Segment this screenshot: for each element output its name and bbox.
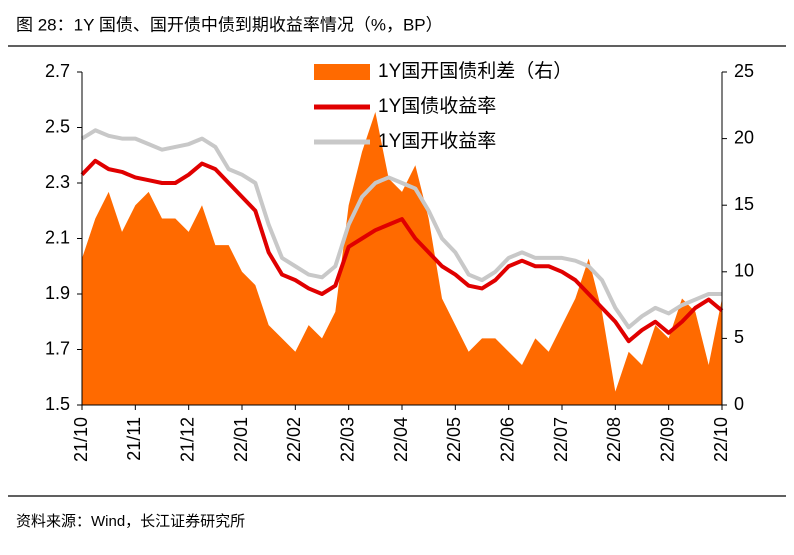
y-tick-label: 1.9 [45, 283, 70, 303]
x-tick-label: 21/11 [124, 417, 144, 461]
legend-label: 1Y国债收益率 [378, 95, 496, 117]
legend-label: 1Y国开国债利差（右） [378, 60, 572, 82]
y-tick-label: 2.1 [45, 227, 70, 247]
x-tick-label: 22/05 [444, 417, 464, 462]
chart-title: 图 28：1Y 国债、国开债中债到期收益率情况（%，BP） [16, 15, 443, 34]
y2-tick-label: 20 [734, 127, 754, 147]
spread-area [82, 111, 722, 406]
y-tick-label: 1.7 [45, 338, 70, 358]
y2-tick-label: 25 [734, 61, 754, 81]
source-note: 资料来源：Wind，长江证券研究所 [16, 513, 245, 530]
x-tick-label: 21/10 [71, 417, 91, 462]
x-tick-label: 22/10 [711, 417, 731, 462]
x-tick-label: 22/09 [657, 417, 677, 462]
x-tick-label: 22/04 [391, 417, 411, 462]
x-tick-label: 22/01 [231, 417, 251, 462]
x-tick-label: 21/12 [177, 417, 197, 462]
x-tick-label: 22/02 [284, 417, 304, 462]
y-tick-label: 1.5 [45, 394, 70, 414]
y2-tick-label: 15 [734, 194, 754, 214]
y2-tick-label: 10 [734, 261, 754, 281]
x-tick-label: 22/06 [497, 417, 517, 462]
legend-swatch [314, 64, 370, 80]
y-tick-label: 2.7 [45, 61, 70, 81]
yield-line [80, 128, 722, 330]
y2-tick-label: 0 [734, 394, 744, 414]
legend-label: 1Y国开收益率 [378, 130, 496, 152]
x-tick-label: 22/07 [551, 417, 571, 462]
y-tick-label: 2.5 [45, 116, 70, 136]
yield-line [80, 158, 724, 344]
x-tick-label: 22/03 [337, 417, 357, 462]
x-tick-label: 22/08 [604, 417, 624, 462]
y2-tick-label: 5 [734, 327, 744, 347]
y-tick-label: 2.3 [45, 172, 70, 192]
